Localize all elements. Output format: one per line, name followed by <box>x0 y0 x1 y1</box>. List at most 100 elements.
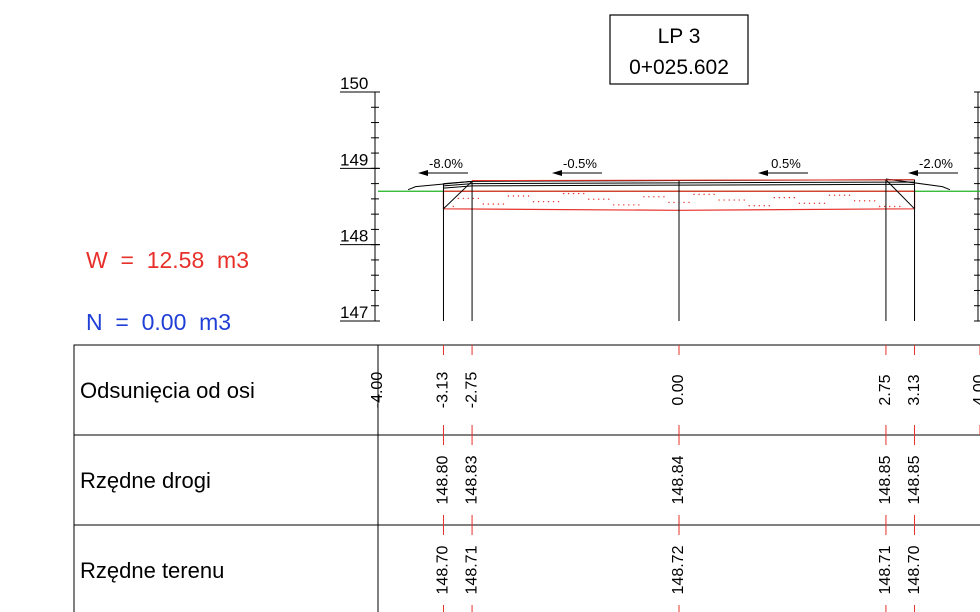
hatch-dot <box>803 202 806 204</box>
hatch-dot <box>798 202 801 204</box>
cell-value: -4.00 <box>369 372 386 409</box>
title-box <box>609 14 749 85</box>
hatch-dot <box>723 199 725 201</box>
cell-value: 148.80 <box>435 455 452 504</box>
hatch-dot <box>768 204 770 207</box>
cell-value: 148.85 <box>877 455 894 504</box>
tick-label: 149 <box>340 150 368 169</box>
hatch-dot <box>878 205 881 208</box>
surface-red <box>472 179 915 182</box>
hatch-dot <box>698 193 700 196</box>
hatch-dot <box>883 205 886 208</box>
hatch-dot <box>482 203 485 205</box>
hatch-dot <box>527 195 530 197</box>
hatch-dot <box>537 200 540 203</box>
hatch-dot <box>542 200 545 203</box>
hatch-dot <box>889 205 891 208</box>
tick-label: 148 <box>340 227 368 246</box>
hatch-dot <box>838 194 841 196</box>
row-label: Odsunięcia od osi <box>80 378 255 403</box>
slope-label: -2.0% <box>919 156 953 171</box>
hatch-dot <box>613 204 615 206</box>
tick-label: 150 <box>340 74 368 93</box>
station: 0+025.602 <box>629 56 729 79</box>
slope-label: -0.5% <box>563 156 597 171</box>
slope-label: -8.0% <box>429 156 463 171</box>
row-label: Rzędne terenu <box>80 558 224 583</box>
cell-value: 3.13 <box>906 374 923 405</box>
hatch-dot <box>843 194 846 196</box>
hatch-dot <box>673 201 675 204</box>
cell-value: 148.70 <box>435 545 452 594</box>
hatch-dot <box>608 198 610 200</box>
hatch-dot <box>703 193 705 196</box>
cell-value: 148.70 <box>906 545 923 594</box>
hatch-dot <box>557 200 560 203</box>
hatch-dot <box>894 205 896 208</box>
hatch-dot <box>472 197 475 200</box>
shoulder <box>407 180 473 191</box>
cell-value: -2.75 <box>463 372 480 409</box>
cut-volume: W = 12.58 m3 <box>86 247 249 273</box>
hatch-dot <box>628 204 630 206</box>
hatch-dot <box>858 200 861 202</box>
hatch-dot <box>899 205 901 208</box>
hatch-dot <box>552 200 555 203</box>
hatch-dot <box>547 200 550 203</box>
hatch-dot <box>598 198 600 200</box>
cell-value: 148.71 <box>463 545 480 594</box>
cell-value: -3.13 <box>435 372 452 409</box>
hatch-dot <box>603 198 605 200</box>
hatch-dot <box>708 193 710 196</box>
hatch-dot <box>818 202 821 204</box>
cell-value: 148.71 <box>877 545 894 594</box>
cell-value: 148.85 <box>906 455 923 504</box>
hatch-dot <box>663 196 665 198</box>
hatch-dot <box>497 203 500 205</box>
hatch-dot <box>532 200 535 203</box>
hatch-dot <box>653 196 655 198</box>
hatch-dot <box>753 204 755 207</box>
hatch-dot <box>588 198 590 200</box>
hatch-dot <box>688 201 690 204</box>
arrow-head <box>908 170 918 176</box>
tick-label: 147 <box>340 303 368 322</box>
slope-label: 0.5% <box>771 156 801 171</box>
hatch-dot <box>823 202 826 204</box>
hatch-dot <box>658 196 660 198</box>
hatch-dot <box>758 204 760 207</box>
hatch-dot <box>808 202 811 204</box>
title: LP 3 <box>658 25 701 48</box>
hatch-dot <box>833 194 836 196</box>
hatch-dot <box>487 203 490 205</box>
hatch-dot <box>683 201 685 204</box>
hatch-dot <box>868 200 871 202</box>
hatch-dot <box>863 200 866 202</box>
hatch-dot <box>512 195 515 197</box>
hatch-dot <box>572 192 575 195</box>
road-edge <box>443 180 473 210</box>
hatch-dot <box>763 204 765 207</box>
cell-value: 4.00 <box>971 374 980 405</box>
hatch-dot <box>623 204 625 206</box>
hatch-dot <box>773 196 776 199</box>
fill-volume: N = 0.00 m3 <box>86 309 231 335</box>
hatch-dot <box>828 194 831 196</box>
hatch-dot <box>477 197 480 200</box>
hatch-dot <box>567 192 570 195</box>
hatch-dot <box>492 203 495 205</box>
hatch-dot <box>728 199 730 201</box>
hatch-dot <box>783 196 786 199</box>
hatch-dot <box>643 196 645 198</box>
road-edge <box>885 179 915 210</box>
hatch-dot <box>502 203 505 205</box>
hatch-dot <box>748 204 750 207</box>
arrow-head <box>552 170 562 176</box>
cell-value: 148.72 <box>670 545 687 594</box>
hatch-dot <box>743 199 745 201</box>
hatch-dot <box>713 193 715 196</box>
hatch-dot <box>873 200 876 202</box>
hatch-dot <box>517 195 520 197</box>
hatch-dot <box>452 205 454 208</box>
hatch-dot <box>638 204 640 206</box>
